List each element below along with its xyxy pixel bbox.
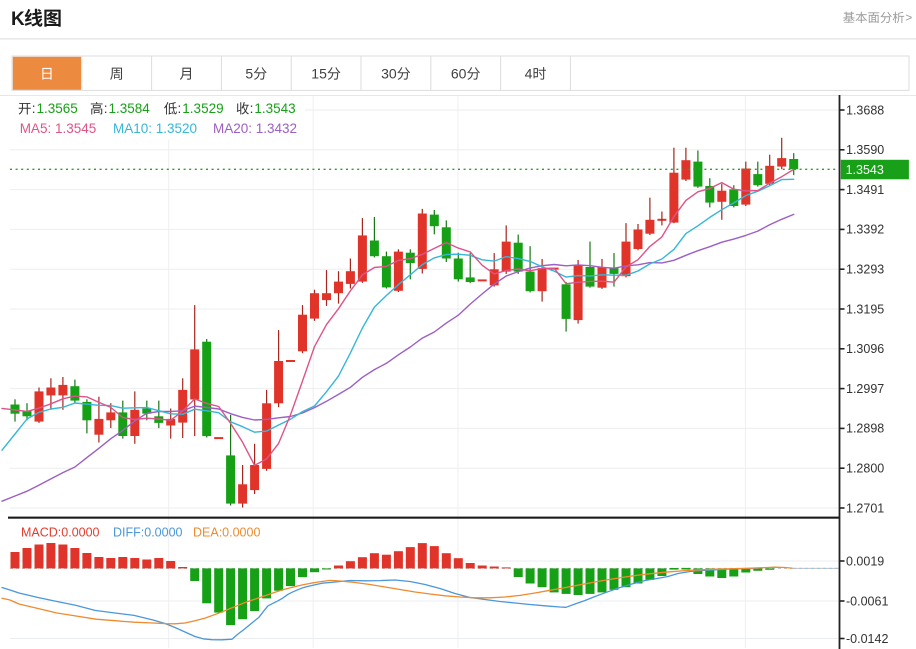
svg-text:60: 60 (451, 65, 467, 81)
svg-text:4: 4 (525, 65, 533, 81)
svg-text:-0.0061: -0.0061 (846, 594, 888, 608)
svg-text:15: 15 (311, 65, 327, 81)
svg-text:1.3392: 1.3392 (846, 223, 884, 237)
svg-text::: : (104, 101, 108, 116)
svg-text:30: 30 (381, 65, 397, 81)
svg-text:MA10: 1.3520: MA10: 1.3520 (113, 121, 197, 136)
svg-text:1.3096: 1.3096 (846, 342, 884, 356)
svg-text::: : (250, 101, 254, 116)
svg-text:1.2898: 1.2898 (846, 422, 884, 436)
svg-text:1.3543: 1.3543 (254, 101, 295, 116)
svg-text:K: K (11, 9, 25, 30)
svg-text:>: > (905, 11, 912, 25)
svg-text:1.3491: 1.3491 (846, 183, 884, 197)
svg-text::: : (32, 101, 36, 116)
svg-text:5: 5 (245, 65, 253, 81)
svg-text:1.3529: 1.3529 (182, 101, 223, 116)
svg-text:1.3565: 1.3565 (37, 101, 78, 116)
svg-text:1.3688: 1.3688 (846, 103, 884, 117)
svg-text:0.0019: 0.0019 (846, 554, 884, 568)
svg-text:1.3590: 1.3590 (846, 143, 884, 157)
svg-text:1.3543: 1.3543 (846, 163, 884, 177)
svg-text::: : (178, 101, 182, 116)
svg-text:MACD:0.0000: MACD:0.0000 (21, 526, 100, 540)
svg-text:1.3584: 1.3584 (109, 101, 151, 116)
svg-text:DEA:0.0000: DEA:0.0000 (193, 526, 260, 540)
svg-text:1.2701: 1.2701 (846, 501, 884, 515)
svg-text:-0.0142: -0.0142 (846, 632, 888, 646)
svg-text:DIFF:0.0000: DIFF:0.0000 (113, 526, 183, 540)
svg-text:1.3293: 1.3293 (846, 263, 884, 277)
svg-text:MA20: 1.3432: MA20: 1.3432 (213, 121, 297, 136)
svg-text:1.2997: 1.2997 (846, 382, 884, 396)
svg-text:MA5: 1.3545: MA5: 1.3545 (20, 121, 97, 136)
svg-text:1.2800: 1.2800 (846, 462, 884, 476)
svg-text:1.3195: 1.3195 (846, 302, 884, 316)
